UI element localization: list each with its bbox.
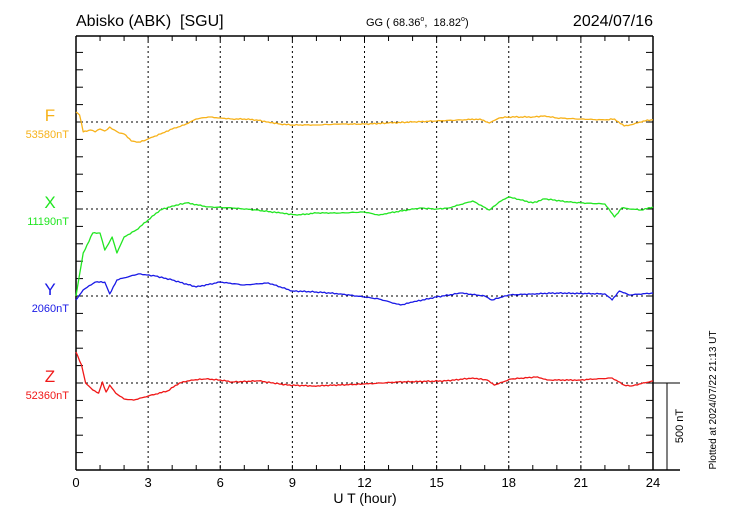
series-line-f: [75, 111, 654, 143]
x-tick-label: 24: [646, 475, 660, 490]
x-axis-label: U T (hour): [333, 490, 396, 506]
component-label-x: X: [44, 193, 55, 212]
component-label-y: Y: [44, 280, 55, 299]
component-label-f: F: [45, 106, 55, 125]
axes: 0 3 6 9 12 15 18 21 24: [72, 35, 680, 490]
series-line-y: [75, 273, 654, 306]
x-tick-label: 9: [289, 475, 296, 490]
station-title: Abisko (ABK) [SGU]: [76, 13, 224, 30]
x-tick-label: 21: [574, 475, 588, 490]
component-label-z: Z: [45, 367, 55, 386]
chart-date: 2024/07/16: [573, 13, 653, 30]
x-tick-label: 12: [357, 475, 371, 490]
series-line-x: [75, 196, 654, 297]
x-tick-label: 0: [72, 475, 79, 490]
coordinates: GG ( 68.36o, 18.82o): [366, 16, 469, 29]
x-tick-label: 15: [429, 475, 443, 490]
x-tick-label: 3: [145, 475, 152, 490]
baseline-value-x: 11190nT: [27, 216, 69, 228]
baseline-value-f: 53580nT: [26, 129, 70, 141]
x-tick-label: 18: [502, 475, 516, 490]
grid-lines: [76, 36, 653, 470]
plotted-at-label: Plotted at 2024/07/22 21:13 UT: [708, 331, 719, 470]
series-line-z: [75, 351, 654, 401]
component-labels: F 53580nT X 11190nT Y 2060nT Z 52360nT: [26, 106, 70, 402]
x-tick-label: 6: [217, 475, 224, 490]
series-lines: [75, 111, 654, 401]
baseline-value-z: 52360nT: [26, 390, 70, 402]
scale-bar-label: 500 nT: [674, 409, 686, 444]
baseline-value-y: 2060nT: [32, 303, 70, 315]
